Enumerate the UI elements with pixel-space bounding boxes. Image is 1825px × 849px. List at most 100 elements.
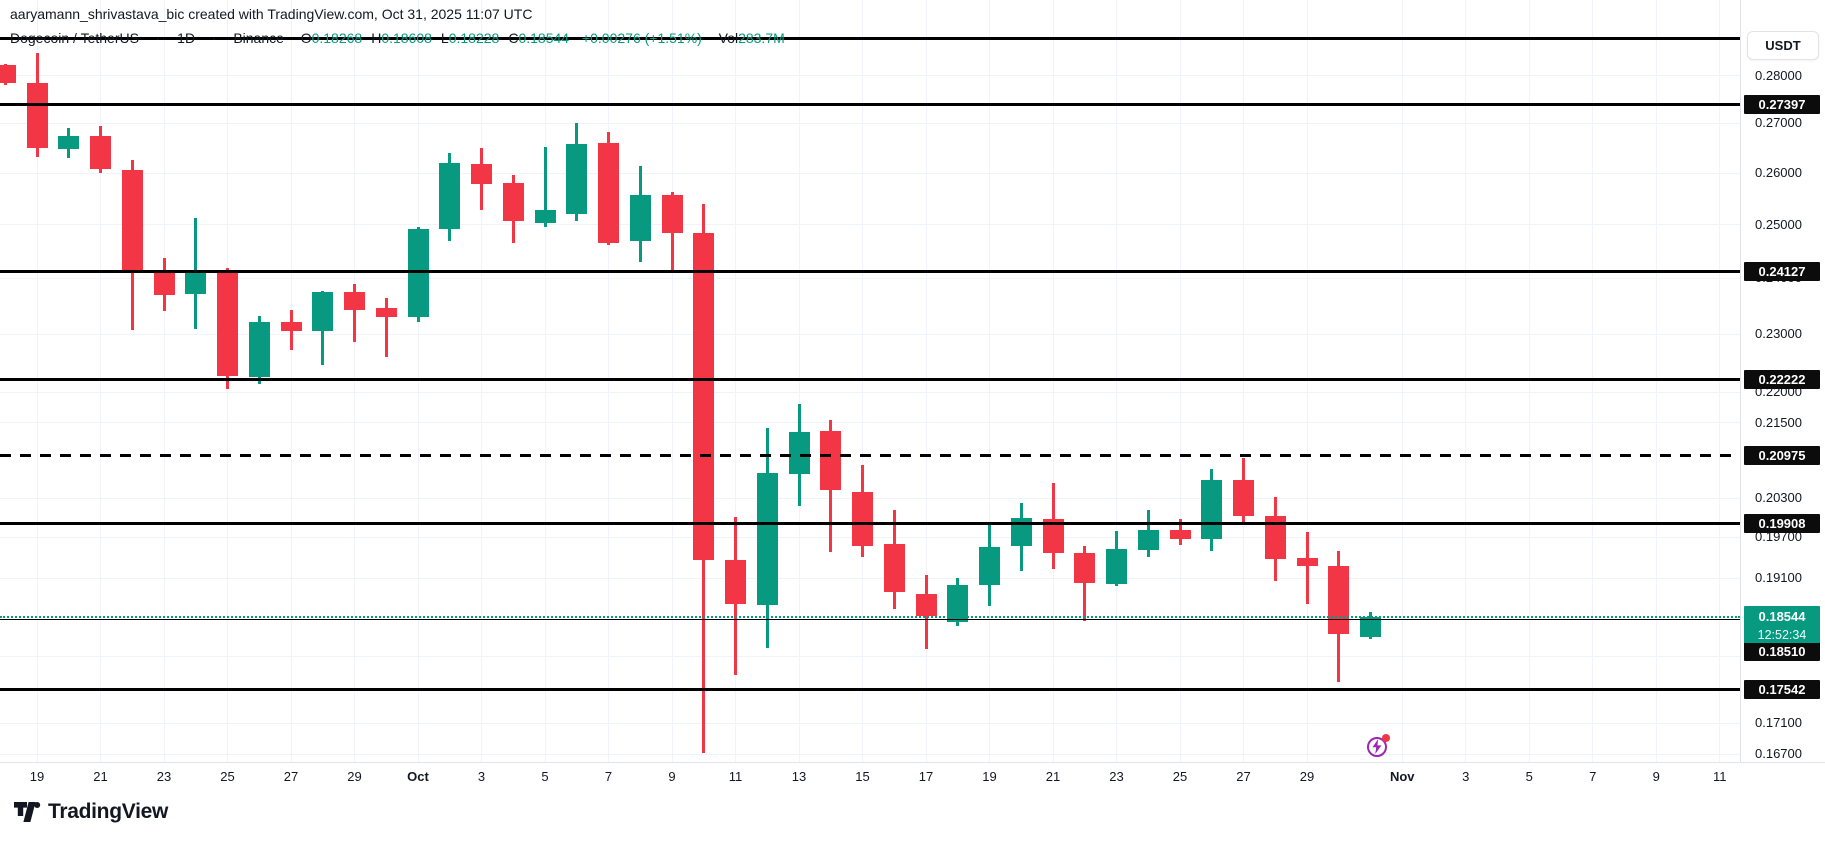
candle-body [280,321,302,331]
candle-body [375,307,397,318]
grid-horizontal [0,333,1740,335]
attribution-text: aaryamann_shrivastava_bic created with T… [10,6,533,22]
price-line[interactable] [0,269,1740,273]
candle-body [915,594,937,617]
candle-body [598,142,619,243]
candle-body [121,170,143,270]
time-axis-label: 3 [477,769,486,784]
price-line[interactable] [0,377,1740,381]
candle-body [1201,480,1223,539]
price-axis-label: 0.28000 [1755,67,1802,83]
candle-body [820,430,842,491]
grid-vertical [417,0,419,762]
price-line[interactable] [0,102,1740,106]
time-axis[interactable]: 19 21 23 25 27 29 Oct 3 5 7 9 11 13 15 17 19 21 23 25 27 29 N… [0,762,1825,791]
ohlc-value: 0.18268 [311,30,363,46]
ohlc-key: O [300,30,312,46]
candle-wick [384,298,388,357]
price-line[interactable] [0,37,1740,41]
grid-vertical [481,0,482,762]
time-axis-label: 23 [1109,769,1124,784]
price-line-badge[interactable]: 0.20975 [1744,445,1820,465]
price-line-badge[interactable]: 0.19908 [1744,514,1820,534]
ohlc-value: 0.18608 [381,30,432,46]
candle-body [1169,530,1191,540]
grid-vertical [354,0,355,762]
price-line-badge[interactable]: 0.18510 [1744,641,1820,661]
legend-separator: · [211,30,217,46]
price-line-badge[interactable]: 0.24127 [1744,261,1820,281]
flash-event-icon[interactable] [1367,734,1390,758]
time-axis-label: 27 [1236,769,1251,784]
candle-body [502,182,524,221]
grid-horizontal [0,391,1740,393]
grid-vertical [36,0,38,762]
chart-plot-area[interactable]: Dogecoin / TetherUS · 1D · Binance O0.18… [0,0,1740,762]
candle-body [852,492,873,546]
tradingview-wordmark: TradingView [48,800,169,823]
candle-body [1360,616,1381,637]
candle-body [439,162,461,230]
time-axis-label: 19 [982,769,997,784]
price-axis-label: 0.26000 [1755,165,1802,181]
tradingview-logo[interactable]: TradingView [14,800,168,824]
price-line[interactable] [0,522,1740,526]
ohlc-values: O0.18268 H0.18608 L0.18228 C0.18544 [301,30,578,46]
grid-vertical [1179,0,1181,762]
price-line-badge[interactable]: 0.22222 [1744,369,1820,389]
current-price-value: 0.18544 [1758,608,1806,624]
time-axis-label: 19 [29,769,45,784]
grid-vertical [1528,0,1530,762]
price-line[interactable] [0,453,1740,457]
candle-body [153,273,175,295]
candle-body [1233,480,1254,516]
exchange-label[interactable]: Binance [233,30,284,46]
grid-horizontal [0,722,1740,724]
price-axis[interactable]: USDT 0.27397 0.24127 0.22222 0.20975 0.19908… [1740,0,1825,790]
price-axis-label: 0.16700 [1755,746,1802,762]
tradingview-mark-icon [14,802,41,822]
candle-wick [1305,532,1309,604]
lightning-bolt-icon [1372,739,1382,754]
symbol-legend[interactable]: Dogecoin / TetherUS · 1D · Binance O0.18… [10,30,785,46]
candle-wick [353,283,356,342]
time-axis-label: 9 [1652,769,1660,784]
ohlc-value: 0.18544 [518,30,570,46]
price-line-badge[interactable]: 0.27397 [1744,94,1820,114]
price-line[interactable] [0,688,1740,692]
grid-vertical [544,0,546,762]
time-axis-label: 7 [1589,769,1597,784]
grid-vertical [862,0,863,762]
grid-vertical [163,0,165,762]
time-axis-label: 17 [918,769,934,784]
time-axis-label: 9 [668,769,676,784]
symbol-title[interactable]: Dogecoin / TetherUS [10,30,139,46]
time-axis-label: 5 [1525,769,1533,784]
ohlc-key: C [508,30,519,46]
price-axis-label: 0.19100 [1755,570,1802,586]
price-line-badge[interactable]: 0.17542 [1744,680,1820,700]
candle-wick [543,146,547,227]
grid-horizontal [0,422,1740,424]
candle-body [629,195,651,242]
interval-label[interactable]: 1D [177,30,196,46]
grid-vertical [1719,0,1721,762]
time-axis-label: 21 [1045,769,1061,784]
candle-wick [1083,545,1087,621]
price-line[interactable] [0,618,1740,620]
time-axis-label: 15 [855,769,870,784]
time-axis-label: 25 [1172,769,1188,784]
time-axis-label: Oct [407,769,429,784]
grid-vertical [1052,0,1054,762]
time-axis-label: 3 [1462,769,1470,784]
grid-vertical [1465,0,1467,762]
grid-vertical [608,0,609,762]
grid-vertical [100,0,101,762]
legend-separator: · [155,30,161,46]
time-axis-label: 23 [156,769,172,784]
current-price-badge: 0.18544 12:52:34 [1744,605,1820,643]
candle-body [1074,552,1096,583]
grid-horizontal [0,277,1740,279]
currency-toggle-button[interactable]: USDT [1747,31,1819,60]
